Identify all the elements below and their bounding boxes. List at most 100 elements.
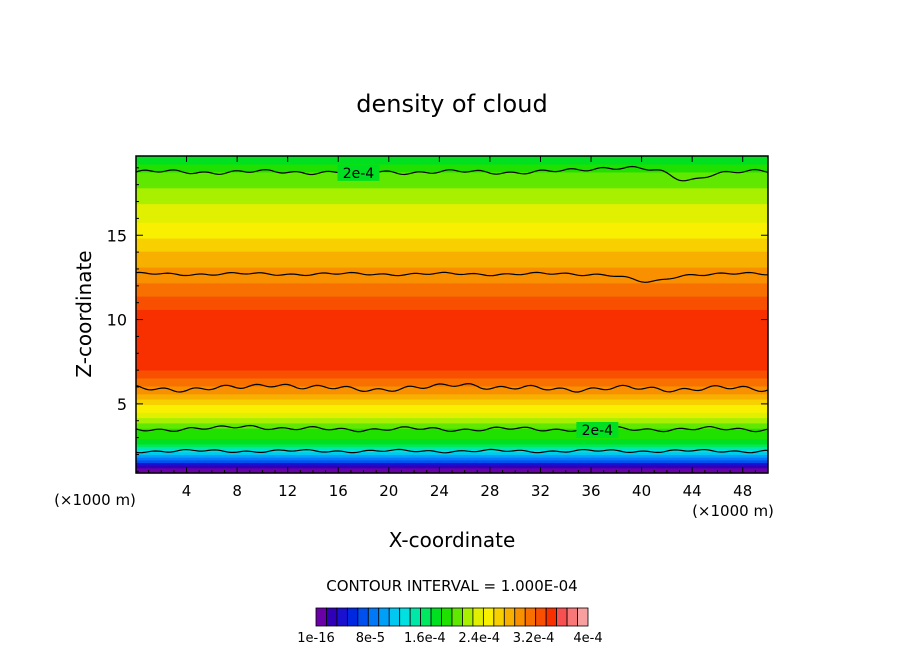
color-band (136, 290, 768, 294)
x-tick-label: 44 (683, 482, 702, 500)
chart-title: density of cloud (356, 90, 547, 118)
colorbar (315, 607, 589, 627)
color-band (136, 206, 768, 210)
contour-line (135, 165, 769, 182)
colorbar-label: 4e-4 (573, 631, 602, 646)
color-band (136, 235, 768, 239)
plot-area: 2e-4 2e-4 (135, 155, 769, 474)
color-band (136, 311, 768, 316)
colorbar-swatch (315, 607, 327, 627)
color-band (136, 296, 768, 300)
contour-label: 2e-4 (582, 423, 614, 439)
color-band (136, 232, 768, 236)
color-band (136, 288, 768, 292)
color-band (136, 372, 768, 376)
color-band (136, 190, 768, 194)
color-band (136, 208, 768, 213)
color-band (136, 211, 768, 215)
x-axis-ticks: 4 8 12 16 20 24 28 32 36 40 44 48 (148, 156, 756, 500)
color-band (136, 187, 768, 191)
color-band (136, 259, 768, 263)
color-band (136, 449, 768, 453)
color-band (136, 200, 768, 205)
y-axis-label: Z-coordinate (72, 250, 96, 377)
color-band (136, 319, 768, 324)
color-band (136, 306, 768, 310)
color-band (136, 171, 768, 176)
color-band (136, 332, 768, 337)
color-band (136, 351, 768, 355)
color-band (136, 243, 768, 247)
color-band (136, 380, 768, 384)
color-band (136, 393, 768, 397)
colorbar-swatch (503, 607, 516, 627)
color-band (136, 285, 768, 289)
colorbar-swatch (430, 607, 442, 627)
y-tick-label: 5 (117, 395, 127, 414)
color-band (136, 377, 768, 382)
color-band (136, 420, 768, 424)
color-band (136, 185, 768, 189)
color-band (136, 430, 768, 434)
color-band (136, 364, 768, 368)
colorbar-swatch (577, 607, 589, 627)
color-band (136, 158, 768, 162)
color-band (136, 383, 768, 387)
y-axis-ticks: 5 10 15 (107, 167, 768, 472)
colorbar-swatch (409, 607, 422, 627)
color-band (136, 256, 768, 260)
color-band (136, 338, 768, 342)
color-band (136, 457, 768, 461)
x-tick-label: 8 (232, 482, 242, 500)
color-band (136, 422, 768, 427)
color-band (136, 216, 768, 220)
color-band (136, 404, 768, 408)
color-band (136, 195, 768, 199)
color-band (136, 454, 768, 458)
x-unit-right: (×1000 m) (692, 502, 774, 520)
contour-interval-text: CONTOUR INTERVAL = 1.000E-04 (326, 577, 577, 595)
color-band (136, 314, 768, 318)
colorbar-label: 8e-5 (356, 631, 385, 646)
color-band (136, 248, 768, 252)
color-band (136, 277, 768, 281)
x-tick-label: 48 (733, 482, 752, 500)
contour-label: 2e-4 (343, 166, 375, 182)
colorbar-swatch (357, 607, 369, 627)
color-band (136, 282, 768, 287)
colorbar-swatch (326, 607, 338, 627)
color-band (136, 414, 768, 419)
color-band (136, 214, 768, 218)
colorbar-swatch (367, 607, 380, 627)
colorbar-swatch (482, 607, 495, 627)
color-band (136, 227, 768, 231)
x-tick-label: 20 (379, 482, 398, 500)
color-band (136, 362, 768, 366)
color-band (136, 224, 768, 228)
color-band (136, 417, 768, 421)
color-band (136, 198, 768, 202)
color-band (136, 356, 768, 361)
color-band (136, 222, 768, 226)
colorbar-swatch (388, 607, 401, 627)
color-band (136, 327, 768, 331)
x-tick-label: 40 (632, 482, 651, 500)
x-tick-label: 28 (480, 482, 499, 500)
contour-line (135, 271, 768, 283)
color-band (136, 330, 768, 334)
color-band (136, 396, 768, 400)
color-band (136, 245, 768, 250)
contour-label-background (576, 422, 619, 439)
color-band (136, 309, 768, 313)
x-axis-label: X-coordinate (389, 528, 516, 552)
x-tick-label: 24 (430, 482, 449, 500)
colorbar-label: 1e-16 (297, 631, 335, 646)
colorbar-swatch (346, 607, 359, 627)
color-band (136, 359, 768, 363)
color-band (136, 375, 768, 379)
x-tick-label: 36 (581, 482, 600, 500)
x-tick-label: 12 (278, 482, 297, 500)
color-band (136, 303, 768, 308)
color-band (136, 219, 768, 223)
color-band (136, 174, 768, 178)
